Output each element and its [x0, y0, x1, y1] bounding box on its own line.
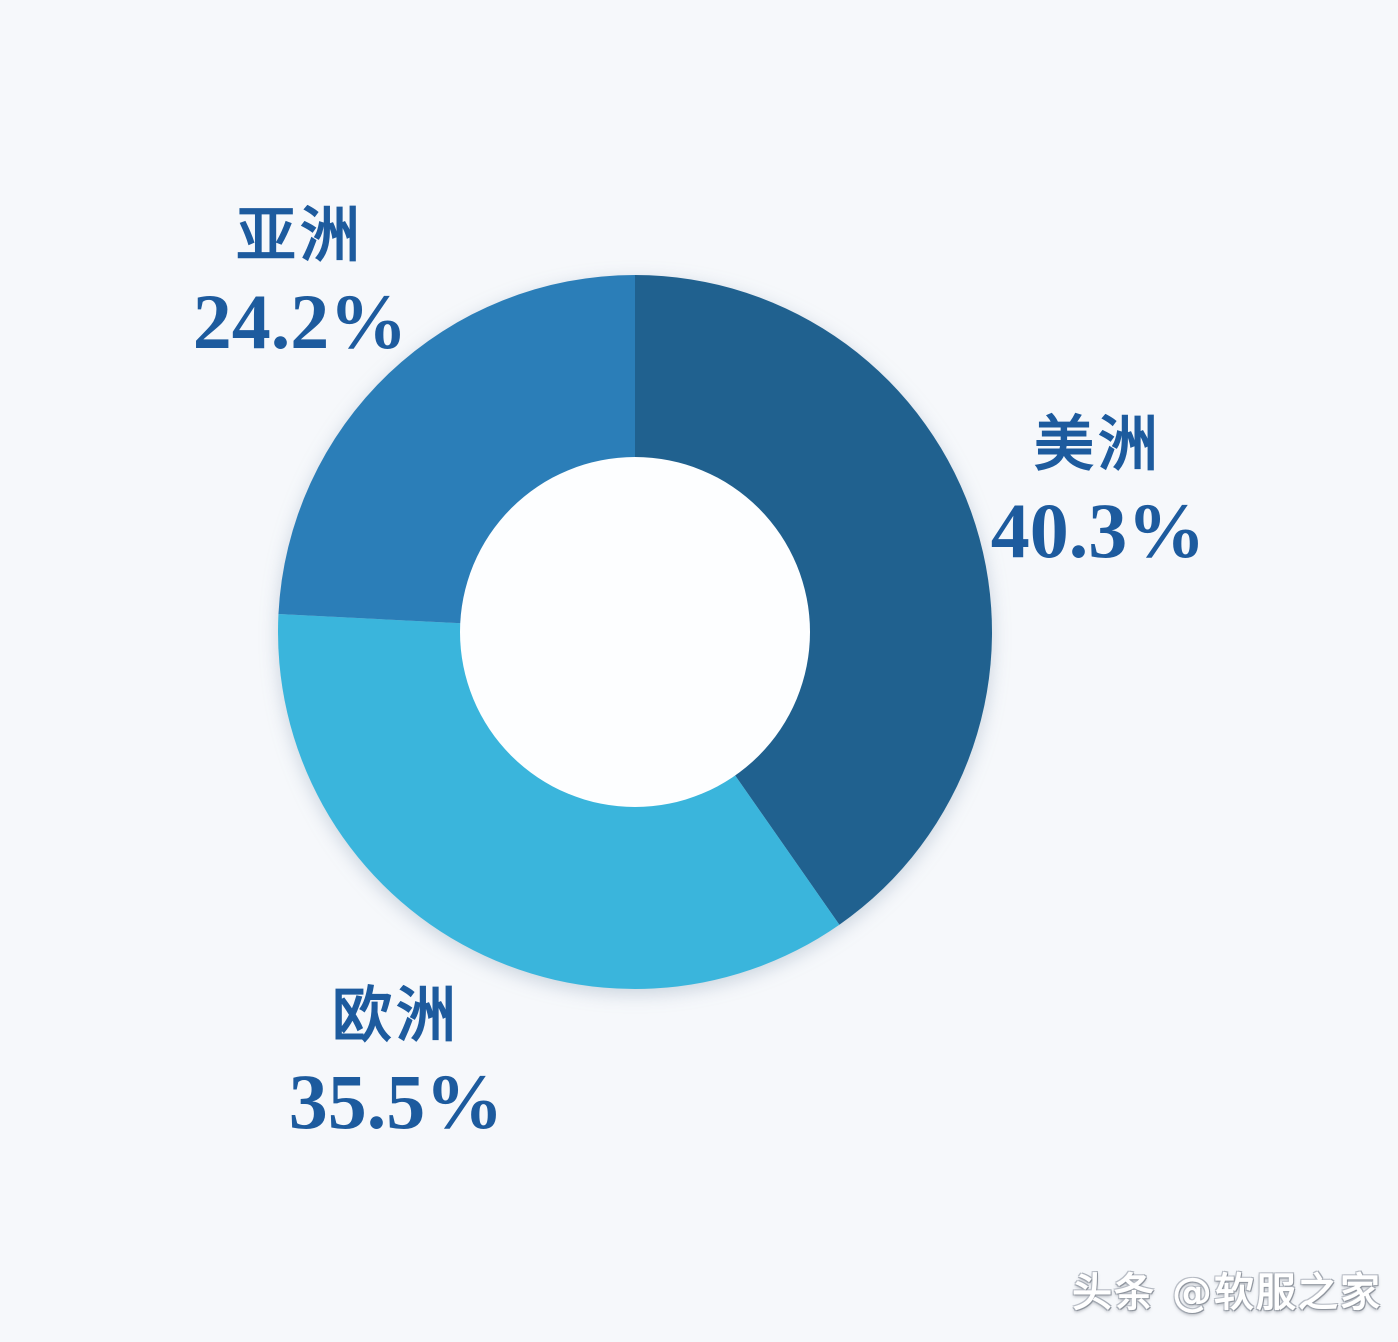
slice-value-europe: 35.5% [288, 1058, 504, 1145]
donut-hole [460, 457, 810, 807]
slice-label-americas: 美洲 40.3% [948, 405, 1248, 577]
slice-name-americas: 美洲 [1034, 412, 1162, 478]
slice-label-asia: 亚洲 24.2% [150, 196, 450, 368]
watermark: 头条 @软服之家 [1072, 1270, 1382, 1316]
slice-name-europe: 欧洲 [332, 983, 460, 1049]
donut-slices [277, 275, 992, 989]
slice-value-asia: 24.2% [192, 278, 408, 365]
slice-value-americas: 40.3% [990, 487, 1206, 574]
slice-name-asia: 亚洲 [236, 203, 364, 269]
slice-label-europe: 欧洲 35.5% [246, 976, 546, 1148]
donut-slice-europe [277, 614, 840, 989]
donut-slice-americas [635, 275, 992, 925]
